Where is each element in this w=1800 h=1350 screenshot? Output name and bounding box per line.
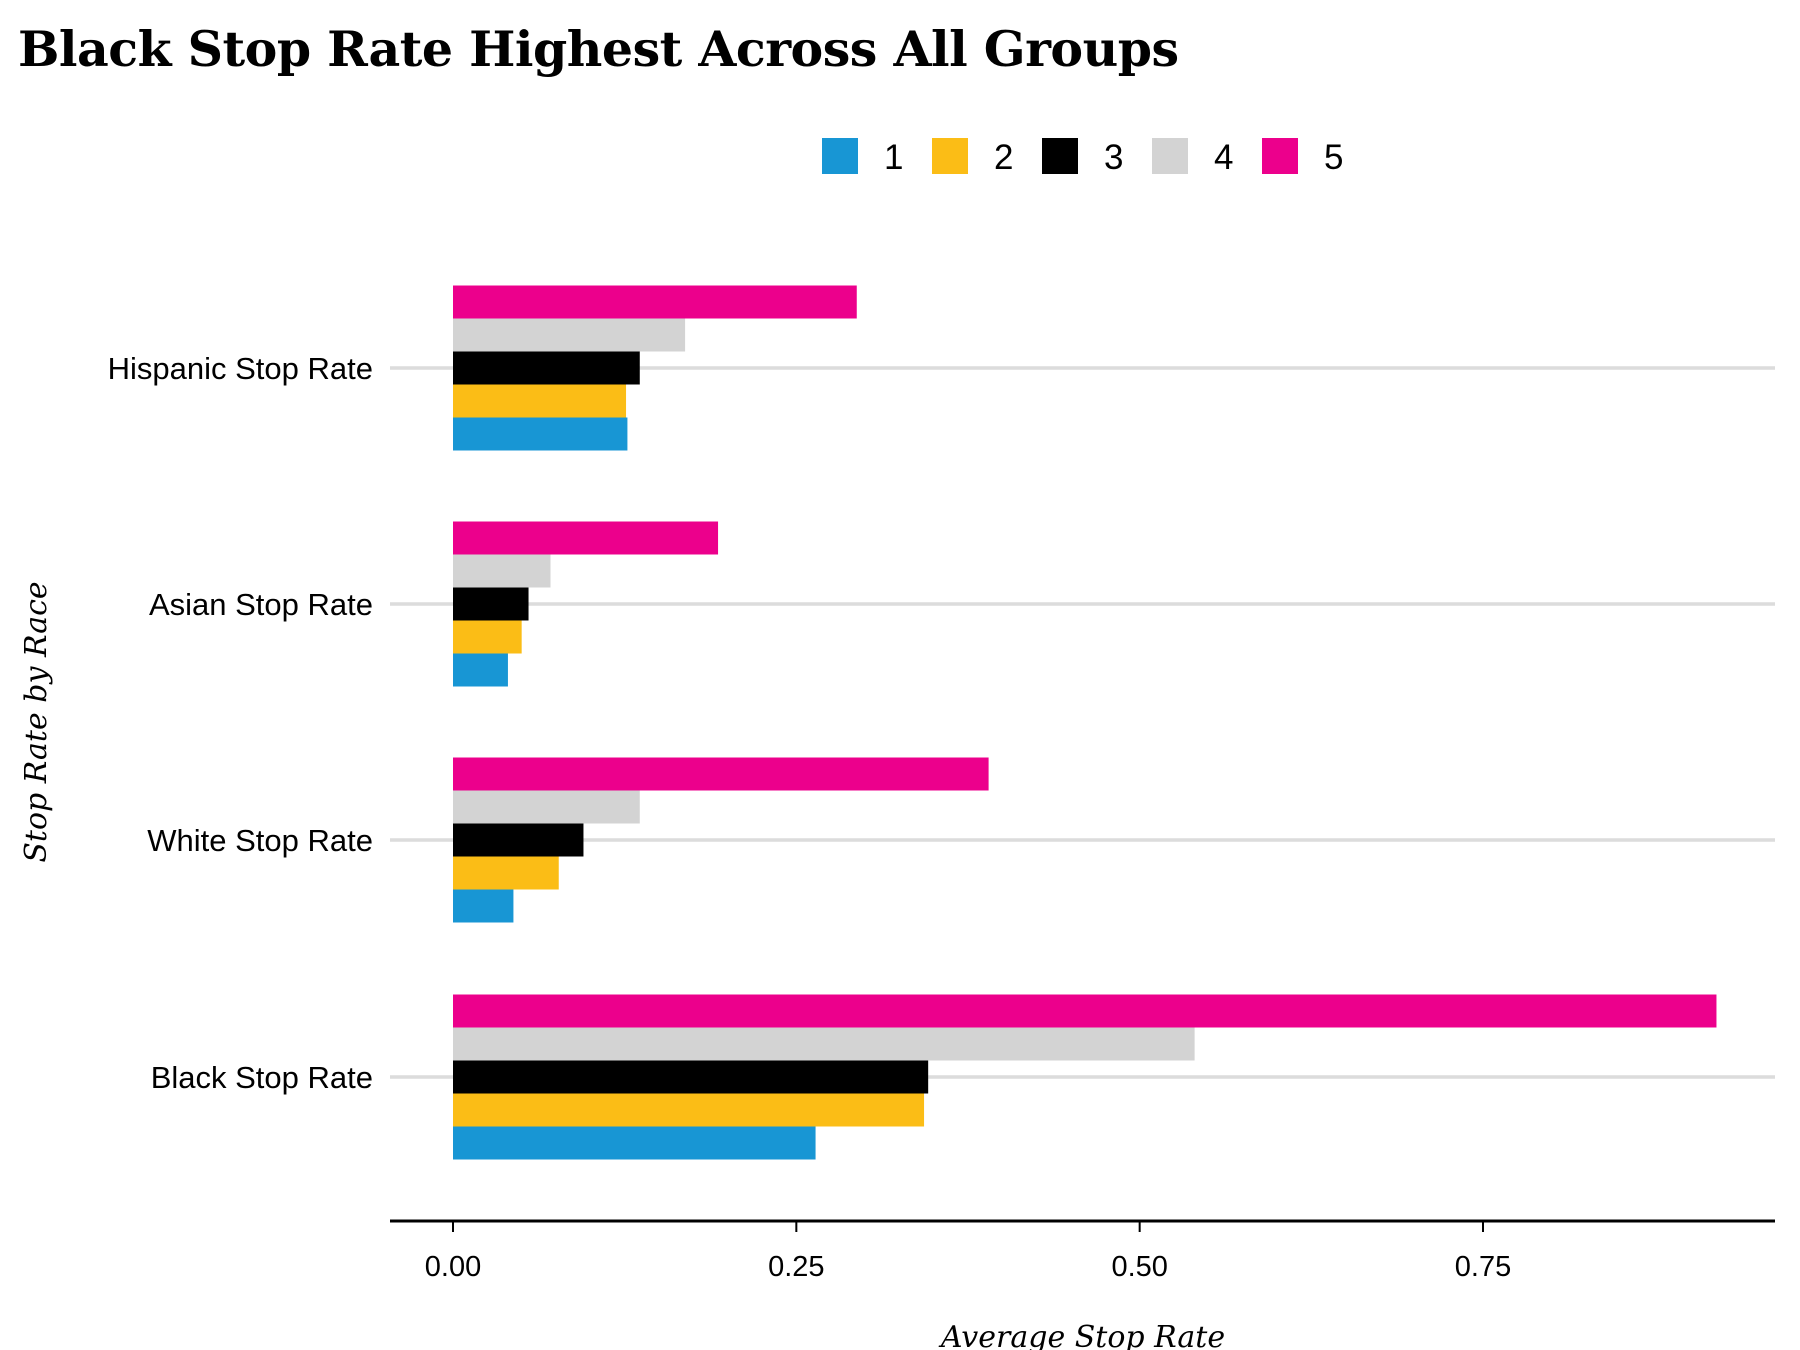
bar-series-4: [453, 790, 640, 824]
bar-series-3: [453, 823, 584, 857]
category-label: Black Stop Rate: [151, 1060, 373, 1095]
bar-series-5: [453, 757, 989, 791]
bar-series-1: [453, 653, 508, 687]
legend-label: 3: [1104, 138, 1123, 177]
x-tick-label: 0.75: [1455, 1251, 1511, 1283]
x-tick-label: 0.50: [1111, 1251, 1167, 1283]
bar-series-2: [453, 1093, 925, 1127]
gridlines: [390, 366, 1775, 1079]
legend-swatch: [1262, 138, 1298, 174]
bar-series-1: [453, 1126, 816, 1160]
category-label: Hispanic Stop Rate: [108, 351, 373, 386]
bar-series-3: [453, 1060, 929, 1094]
bar-series-5: [453, 521, 719, 555]
bar-series-2: [453, 620, 522, 654]
legend-swatch: [932, 138, 968, 174]
bar-series-4: [453, 554, 551, 588]
legend-label: 1: [884, 138, 903, 177]
legend-swatch: [1042, 138, 1078, 174]
bar-series-1: [453, 889, 514, 923]
chart-title: Black Stop Rate Highest Across All Group…: [18, 20, 1179, 78]
bar-series-3: [453, 587, 529, 621]
x-tick-label: 0.00: [425, 1251, 481, 1283]
legend-label: 2: [994, 138, 1013, 177]
x-tick-label: 0.25: [768, 1251, 824, 1283]
x-axis-ticks: 0.00 0.25 0.50 0.75: [425, 1221, 1511, 1283]
bar-series-4: [453, 1027, 1195, 1061]
legend-label: 4: [1214, 138, 1233, 177]
category-label: White Stop Rate: [147, 823, 373, 858]
y-axis-labels: Hispanic Stop Rate Asian Stop Rate White S…: [108, 351, 373, 1095]
bar-series-4: [453, 318, 686, 352]
bar-series-1: [453, 417, 628, 451]
bar-series-3: [453, 351, 640, 385]
x-axis-title: Average Stop Rate: [938, 1320, 1225, 1350]
bar-series-5: [453, 285, 857, 319]
category-label: Asian Stop Rate: [149, 587, 373, 622]
legend: 1 2 3 4 5: [822, 138, 1343, 177]
legend-swatch: [1152, 138, 1188, 174]
y-axis-title: Stop Rate by Race: [19, 581, 54, 862]
bar-series-2: [453, 384, 627, 418]
legend-label: 5: [1324, 138, 1343, 177]
bars: [453, 285, 1717, 1160]
legend-swatch: [822, 138, 858, 174]
bar-series-2: [453, 856, 559, 890]
bar-series-5: [453, 994, 1717, 1028]
